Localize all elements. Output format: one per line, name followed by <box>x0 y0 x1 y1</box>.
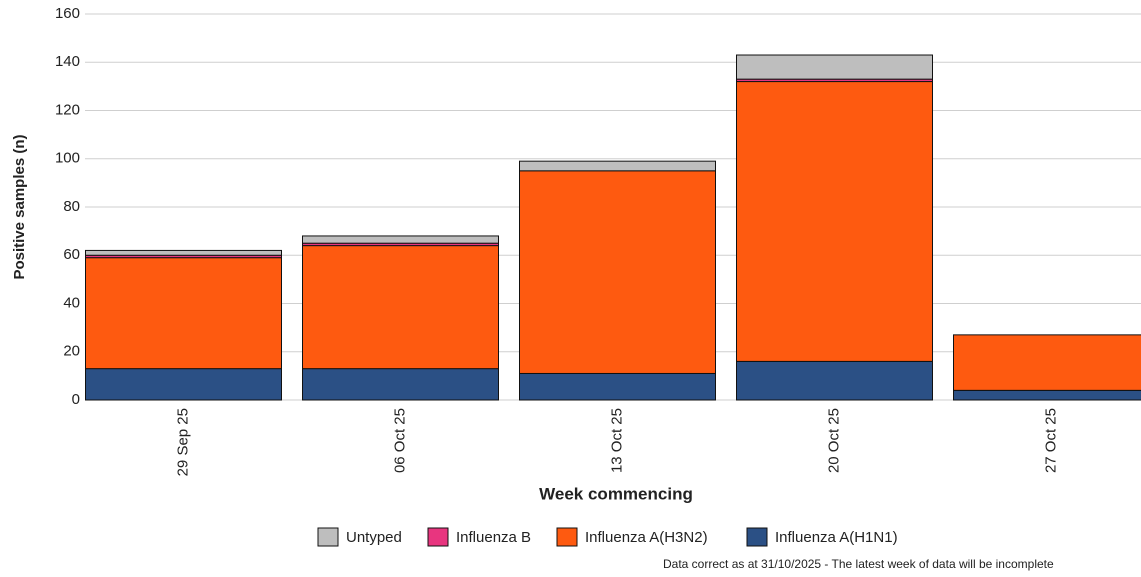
bar-segment <box>736 81 933 362</box>
y-tick-label: 100 <box>55 150 80 167</box>
y-tick-label: 80 <box>63 198 80 215</box>
bar-segment <box>953 334 1141 391</box>
y-tick-label: 120 <box>55 101 80 118</box>
bar-segment <box>302 235 499 244</box>
bar-segment <box>302 245 499 370</box>
bar-segment <box>85 257 282 370</box>
bar-segment <box>519 372 716 401</box>
legend-swatch <box>746 527 768 547</box>
bar-segment <box>519 160 716 172</box>
footnote: Data correct as at 31/10/2025 - The late… <box>663 557 1054 571</box>
y-tick-label: 0 <box>72 391 80 408</box>
y-axis-title: Positive samples (n) <box>11 134 28 279</box>
y-tick-label: 140 <box>55 53 80 70</box>
legend-swatch <box>427 527 449 547</box>
bar-segment <box>736 54 933 80</box>
y-tick-label: 40 <box>63 294 80 311</box>
legend-swatch <box>317 527 339 547</box>
bar-segment <box>85 249 282 256</box>
bar-segment <box>736 360 933 401</box>
bar-segment <box>519 170 716 374</box>
legend-label: Influenza A(H3N2) <box>585 529 708 546</box>
legend-label: Influenza B <box>456 529 531 546</box>
legend-swatch <box>556 527 578 547</box>
x-axis-title: Week commencing <box>539 484 693 503</box>
x-tick-label: 29 Sep 25 <box>174 408 191 476</box>
bar-segment <box>85 368 282 401</box>
x-tick-label: 06 Oct 25 <box>391 408 408 473</box>
legend-label: Untyped <box>346 529 402 546</box>
bar-segment <box>953 389 1141 401</box>
x-tick-label: 13 Oct 25 <box>608 408 625 473</box>
x-tick-label: 27 Oct 25 <box>1042 408 1059 473</box>
y-tick-label: 160 <box>55 5 80 22</box>
y-tick-label: 60 <box>63 246 80 263</box>
y-tick-label: 20 <box>63 343 80 360</box>
x-tick-label: 20 Oct 25 <box>825 408 842 473</box>
legend-label: Influenza A(H1N1) <box>775 529 898 546</box>
bar-segment <box>302 368 499 401</box>
